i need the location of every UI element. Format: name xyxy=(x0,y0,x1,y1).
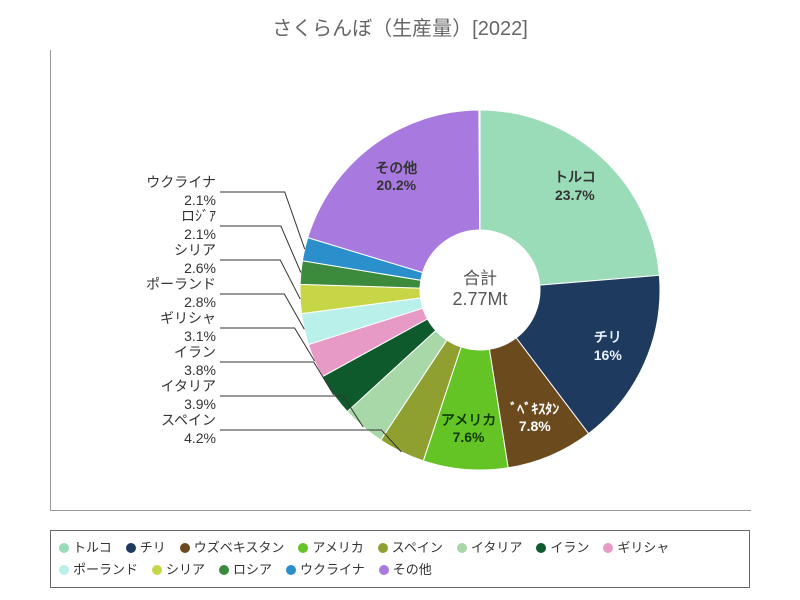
center-total-value: 2.77Mt xyxy=(420,289,540,310)
center-total: 合計 2.77Mt xyxy=(420,264,540,324)
legend-swatch xyxy=(378,543,388,553)
legend-label: トルコ xyxy=(73,540,112,555)
legend-swatch xyxy=(457,543,467,553)
legend-item: ウクライナ xyxy=(286,559,365,581)
legend-item: ウズベキスタン xyxy=(180,537,285,559)
legend-swatch xyxy=(59,543,69,553)
legend-item: イラン xyxy=(536,537,589,559)
legend-label: シリア xyxy=(166,562,205,577)
legend-label: アメリカ xyxy=(312,540,363,555)
legend-item: トルコ xyxy=(59,537,112,559)
legend-label: ウクライナ xyxy=(300,562,365,577)
leader-line xyxy=(220,362,334,395)
legend-swatch xyxy=(379,565,389,575)
legend-label: ギリシャ xyxy=(617,540,669,555)
legend-item: アメリカ xyxy=(298,537,363,559)
legend-label: イラン xyxy=(550,540,589,555)
leader-line xyxy=(220,294,304,329)
pie-svg xyxy=(0,0,800,600)
legend-label: スペイン xyxy=(392,540,443,555)
legend-label: ポーランド xyxy=(73,562,138,577)
leader-line xyxy=(220,192,305,249)
legend-swatch xyxy=(603,543,613,553)
leader-line xyxy=(220,328,315,361)
legend-label: その他 xyxy=(393,562,432,577)
legend-swatch xyxy=(59,565,69,575)
legend-swatch xyxy=(298,543,308,553)
legend: トルコ チリ ウズベキスタン アメリカ スペイン イタリア イラン ギリシャポーランド シリア ロ… xyxy=(50,530,750,588)
center-total-label: 合計 xyxy=(420,264,540,289)
legend-item: その他 xyxy=(379,559,432,581)
legend-item: ポーランド xyxy=(59,559,138,581)
chart-container: さくらんぼ（生産量）[2022] 合計 2.77Mt トルコチリウズベキスタンア… xyxy=(0,0,800,600)
legend-swatch xyxy=(152,565,162,575)
pie-slice xyxy=(480,110,659,285)
legend-label: ウズベキスタン xyxy=(194,540,285,555)
legend-swatch xyxy=(219,565,229,575)
legend-item: ギリシャ xyxy=(603,537,669,559)
legend-label: イタリア xyxy=(471,540,522,555)
legend-item: ロシア xyxy=(219,559,272,581)
legend-item: シリア xyxy=(152,559,205,581)
legend-label: ロシア xyxy=(233,562,272,577)
legend-swatch xyxy=(126,543,136,553)
legend-swatch xyxy=(286,565,296,575)
leader-line xyxy=(220,226,301,272)
leader-line xyxy=(220,260,300,299)
legend-swatch xyxy=(536,543,546,553)
legend-label: チリ xyxy=(140,540,166,555)
legend-item: スペイン xyxy=(378,537,443,559)
legend-swatch xyxy=(180,543,190,553)
legend-item: イタリア xyxy=(457,537,522,559)
legend-item: チリ xyxy=(126,537,166,559)
